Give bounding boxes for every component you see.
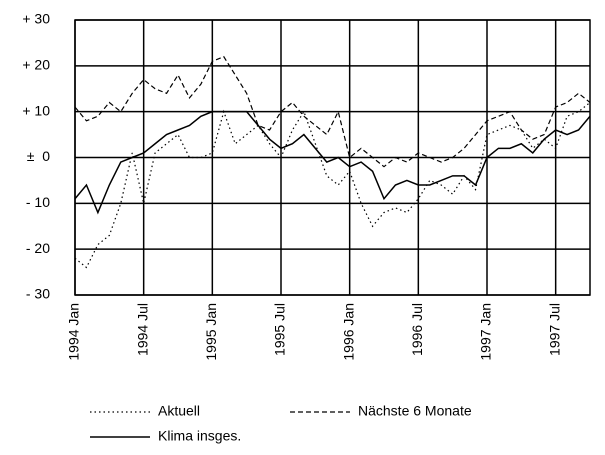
x-tick-label: 1995 Jan (203, 303, 219, 361)
plot-frame (74, 19, 591, 296)
y-tick-label: - 30 (26, 286, 50, 302)
x-tick-label: 1997 Jul (546, 303, 562, 356)
x-tick-label: 1994 Jul (134, 303, 150, 356)
y-tick-label: - 10 (26, 194, 50, 210)
x-tick-label: 1996 Jul (409, 303, 425, 356)
y-tick-label: + 20 (22, 57, 50, 73)
y-tick-label: + 30 (22, 11, 50, 27)
x-tick-label: 1995 Jul (272, 303, 288, 356)
y-tick-label: - 20 (26, 240, 50, 256)
series-line (74, 110, 591, 215)
x-tick-label: 1996 Jan (340, 303, 356, 361)
series-line (74, 55, 591, 168)
y-tick-label: ± 0 (27, 148, 50, 164)
legend-label: Aktuell (158, 403, 200, 419)
x-tick-label: 1994 Jan (66, 303, 82, 361)
series-line (74, 102, 591, 269)
y-tick-label: + 10 (22, 102, 50, 118)
legend-label: Nächste 6 Monate (358, 403, 472, 419)
legend-label: Klima insges. (158, 428, 241, 444)
x-tick-label: 1997 Jan (478, 303, 494, 361)
